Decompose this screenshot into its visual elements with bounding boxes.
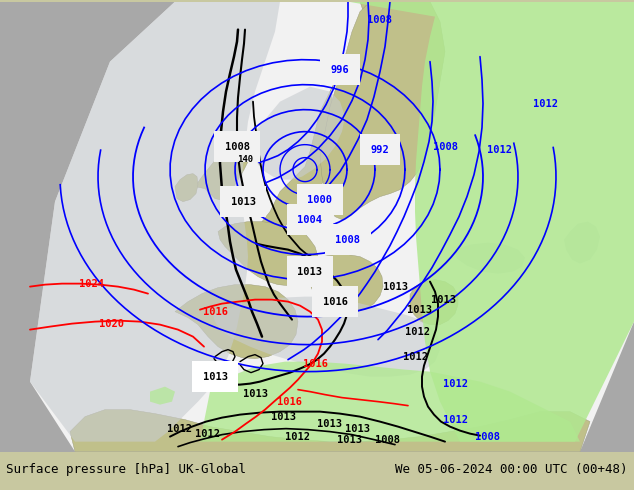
Text: 1008: 1008 — [375, 435, 401, 444]
Polygon shape — [70, 410, 590, 452]
Polygon shape — [255, 1, 380, 242]
Text: 1012: 1012 — [285, 432, 311, 441]
Polygon shape — [455, 243, 525, 273]
Polygon shape — [320, 1, 445, 220]
Polygon shape — [410, 280, 458, 324]
Text: 1016: 1016 — [323, 296, 347, 307]
Text: 1013: 1013 — [382, 282, 408, 292]
Polygon shape — [213, 296, 440, 377]
Polygon shape — [30, 1, 280, 441]
Polygon shape — [218, 221, 318, 286]
Text: 1008: 1008 — [476, 432, 500, 441]
Polygon shape — [0, 1, 634, 452]
Text: 1012: 1012 — [488, 145, 512, 155]
Text: 1013: 1013 — [408, 305, 432, 315]
Text: 1008: 1008 — [335, 235, 361, 245]
Polygon shape — [175, 173, 198, 201]
Text: 1013: 1013 — [297, 267, 323, 277]
Polygon shape — [308, 255, 383, 313]
Polygon shape — [195, 142, 250, 199]
Text: 1012: 1012 — [443, 415, 467, 425]
Text: 1000: 1000 — [307, 195, 332, 205]
Text: 1013: 1013 — [231, 196, 256, 207]
Text: 1016: 1016 — [202, 307, 228, 317]
Text: 1012: 1012 — [167, 424, 193, 434]
Text: 140: 140 — [237, 155, 253, 164]
Text: 992: 992 — [371, 145, 389, 155]
Text: 1013: 1013 — [271, 412, 295, 421]
Text: 1012: 1012 — [406, 327, 430, 337]
Text: 996: 996 — [330, 65, 349, 74]
Polygon shape — [564, 221, 600, 264]
Text: 1004: 1004 — [297, 215, 323, 224]
Polygon shape — [175, 285, 298, 359]
Text: 1013: 1013 — [242, 389, 268, 399]
Text: 1008: 1008 — [432, 142, 458, 151]
Text: 1013: 1013 — [346, 424, 370, 434]
Text: 1013: 1013 — [430, 294, 455, 305]
Text: 1013: 1013 — [202, 371, 228, 382]
Text: We 05-06-2024 00:00 UTC (00+48): We 05-06-2024 00:00 UTC (00+48) — [395, 463, 628, 476]
Text: 1008: 1008 — [368, 15, 392, 24]
Text: 1012: 1012 — [195, 429, 221, 439]
Text: 1013: 1013 — [337, 435, 363, 444]
Text: 1012: 1012 — [533, 98, 559, 109]
Polygon shape — [30, 1, 634, 452]
Text: 1012: 1012 — [443, 379, 467, 389]
Polygon shape — [200, 362, 580, 441]
Text: 1016: 1016 — [278, 396, 302, 407]
Text: 1008: 1008 — [224, 142, 250, 151]
Polygon shape — [150, 387, 175, 405]
Text: 1016: 1016 — [302, 359, 328, 368]
Text: 1024: 1024 — [79, 279, 105, 289]
Polygon shape — [254, 87, 345, 180]
Text: 1012: 1012 — [403, 352, 427, 362]
Text: 1020: 1020 — [100, 318, 124, 329]
Polygon shape — [348, 1, 634, 441]
Text: 1013: 1013 — [318, 418, 342, 429]
Text: Surface pressure [hPa] UK-Global: Surface pressure [hPa] UK-Global — [6, 463, 247, 476]
